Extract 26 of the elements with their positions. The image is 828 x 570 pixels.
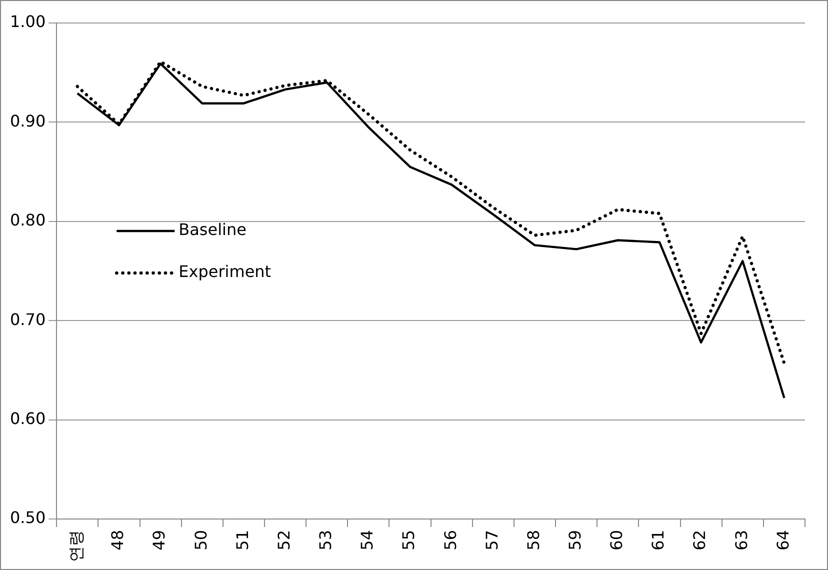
x-tick-label: 51 [232, 530, 252, 550]
y-tick-label: 0.90 [10, 111, 46, 130]
x-tick-label: 연령 [66, 530, 86, 562]
x-tick-label: 53 [316, 530, 336, 550]
legend-label: Experiment [178, 262, 272, 282]
x-tick-label: 60 [607, 530, 626, 550]
y-tick-label: 0.50 [10, 508, 46, 528]
x-tick-label: 55 [399, 530, 418, 550]
y-tick-label: 0.80 [10, 210, 46, 230]
x-tick-label: 61 [648, 530, 668, 550]
x-tick-label: 54 [358, 530, 377, 550]
legend-label: Baseline [178, 220, 246, 240]
x-tick-label: 58 [524, 530, 543, 550]
x-tick-label: 48 [108, 530, 128, 550]
x-tick-label: 64 [773, 530, 792, 550]
x-tick-label: 56 [440, 530, 460, 550]
x-tick-label: 59 [565, 530, 584, 550]
x-tick-label: 62 [690, 530, 710, 550]
x-tick-label: 57 [482, 530, 502, 550]
x-tick-label: 52 [274, 530, 294, 550]
y-tick-label: 0.60 [10, 408, 46, 428]
y-tick-label: 1.00 [10, 12, 46, 32]
y-tick-label: 0.70 [10, 310, 46, 329]
x-tick-label: 63 [732, 530, 751, 550]
x-tick-label: 49 [150, 530, 169, 550]
x-tick-label: 50 [191, 530, 210, 550]
